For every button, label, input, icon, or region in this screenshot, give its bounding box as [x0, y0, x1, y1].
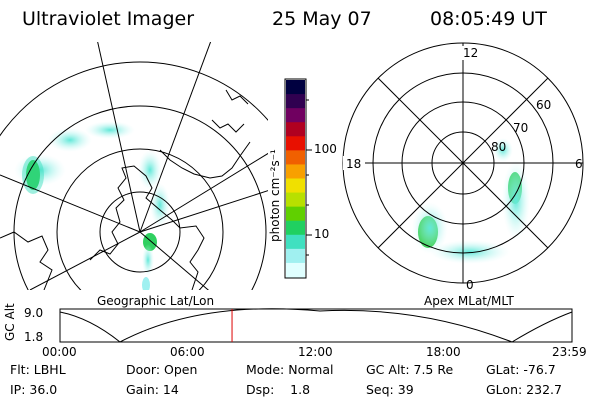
altitude-ytick-high: 9.0: [24, 306, 44, 320]
xtick-2359: 23:59: [552, 345, 587, 359]
colorbar-band: [286, 150, 305, 165]
colorbar-tick-10: 10: [314, 227, 330, 241]
aurora-oval-mag: [412, 138, 530, 264]
date-label: 25 May 07: [272, 8, 372, 30]
colorbar-band: [286, 220, 305, 236]
xtick-0600: 06:00: [170, 345, 205, 359]
instrument-title: Ultraviolet Imager: [22, 8, 195, 30]
info-glon: GLon: 232.7: [486, 382, 562, 397]
info-gc-alt: GC Alt: 7.5 Re: [366, 362, 454, 377]
info-mode: Mode: Normal: [246, 362, 334, 377]
colorbar-band: [286, 164, 305, 179]
info-ip: IP: 36.0: [10, 382, 58, 397]
altitude-ytick-low: 1.8: [24, 330, 44, 344]
xtick-0000: 00:00: [42, 345, 77, 359]
colorbar-band: [286, 262, 305, 278]
mlt-label-12: 12: [463, 46, 479, 60]
mlt-label-18: 18: [346, 157, 362, 171]
colorbar-band: [286, 248, 305, 264]
info-filter: Flt: LBHL: [10, 362, 66, 377]
colorbar-band: [286, 80, 305, 95]
geographic-map: [0, 42, 268, 290]
colorbar-band: [286, 178, 305, 194]
magnetic-polar-plot: [342, 42, 584, 284]
apex-caption: Apex MLat/MLT: [424, 294, 514, 308]
info-dsp: Dsp: 1.8: [246, 382, 311, 397]
info-seq: Seq: 39: [366, 382, 414, 397]
xtick-1800: 18:00: [426, 345, 461, 359]
colorbar-tick-100: 100: [314, 142, 337, 156]
mlat-label-60: 60: [536, 98, 552, 112]
mlat-label-70: 70: [513, 121, 529, 135]
colorbar-band: [286, 136, 305, 151]
colorbar-band: [286, 94, 305, 109]
colorbar-band: [286, 108, 305, 123]
time-label: 08:05:49 UT: [430, 8, 547, 30]
colorbar-band: [286, 206, 305, 222]
colorbar-band: [286, 234, 305, 250]
aurora-oval-geo: [14, 121, 170, 290]
colorbar-band: [286, 122, 305, 137]
info-door: Door: Open: [126, 362, 198, 377]
xtick-1200: 12:00: [298, 345, 333, 359]
colorbar-band: [286, 192, 305, 208]
colorbar: [284, 78, 312, 279]
geographic-caption: Geographic Lat/Lon: [97, 294, 215, 308]
info-glat: GLat: -76.7: [486, 362, 556, 377]
mlat-label-80: 80: [491, 140, 507, 154]
info-gain: Gain: 14: [126, 382, 179, 397]
colorbar-unit-label: photon cm⁻²s⁻¹: [268, 149, 282, 242]
altitude-ylabel: GC Alt: [3, 303, 17, 341]
mlt-label-0: 0: [466, 278, 474, 292]
altitude-plot: [59, 308, 573, 343]
mlt-label-6: 6: [575, 157, 583, 171]
